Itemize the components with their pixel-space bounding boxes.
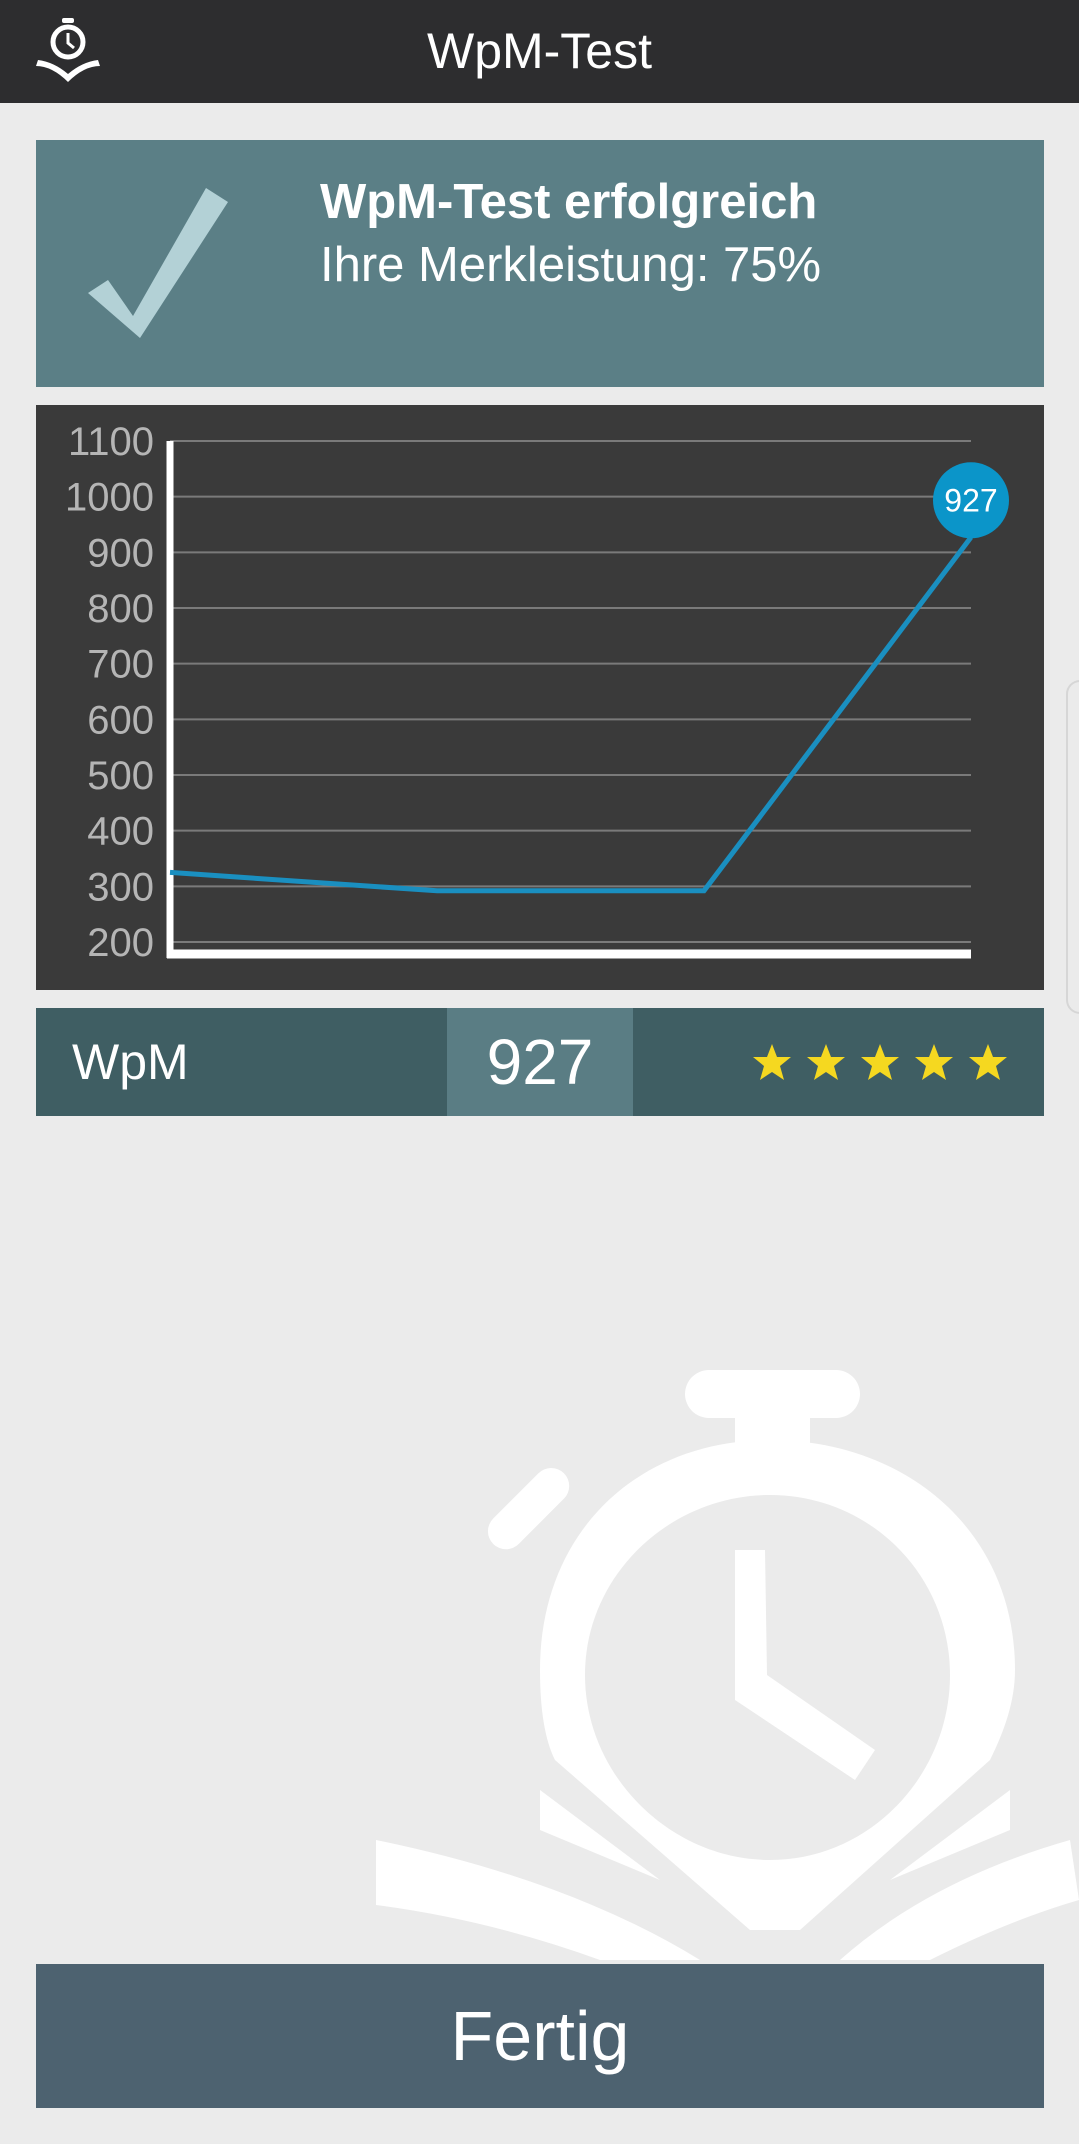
star-icon [753,1044,791,1080]
success-title: WpM-Test erfolgreich [320,175,818,229]
y-tick-label: 1100 [68,420,154,464]
retention-score: Ihre Merkleistung: 75% [320,238,822,292]
y-tick-label: 800 [87,587,154,631]
page-title: WpM-Test [427,23,652,79]
y-tick-label: 900 [87,531,154,575]
done-button[interactable]: Fertig [36,1964,1044,2108]
stopwatch-book-icon [36,18,100,82]
y-tick-label: 600 [87,698,154,742]
y-tick-label: 500 [87,754,154,798]
result-bar: WpM 927 [36,1008,1044,1116]
y-tick-label: 1000 [65,476,154,520]
y-tick-label: 400 [87,810,154,854]
wpm-chart: 1100 1000 900 800 700 600 500 400 300 200 927 [36,405,1044,990]
scroll-edge-handle[interactable] [1066,680,1079,1014]
y-tick-label: 300 [87,865,154,909]
star-icon [969,1044,1007,1080]
star-icon [861,1044,899,1080]
app-header: WpM-Test [0,0,1079,103]
y-tick-label: 200 [87,921,154,965]
checkmark-icon [88,188,228,338]
success-banner: WpM-Test erfolgreich Ihre Merkleistung: … [36,140,1044,387]
data-point [933,462,1009,539]
star-rating [752,1008,1008,1116]
star-icon [915,1044,953,1080]
wpm-label: WpM [72,1034,189,1090]
y-tick-label: 700 [87,643,154,687]
stopwatch-book-icon [376,1370,1079,1960]
series-line [169,535,973,894]
chart-svg: 1100 1000 900 800 700 600 500 400 300 200 927 [65,420,1009,965]
star-icon [807,1044,845,1080]
wpm-value: 927 [447,1008,633,1116]
data-label: 927 [944,482,997,518]
